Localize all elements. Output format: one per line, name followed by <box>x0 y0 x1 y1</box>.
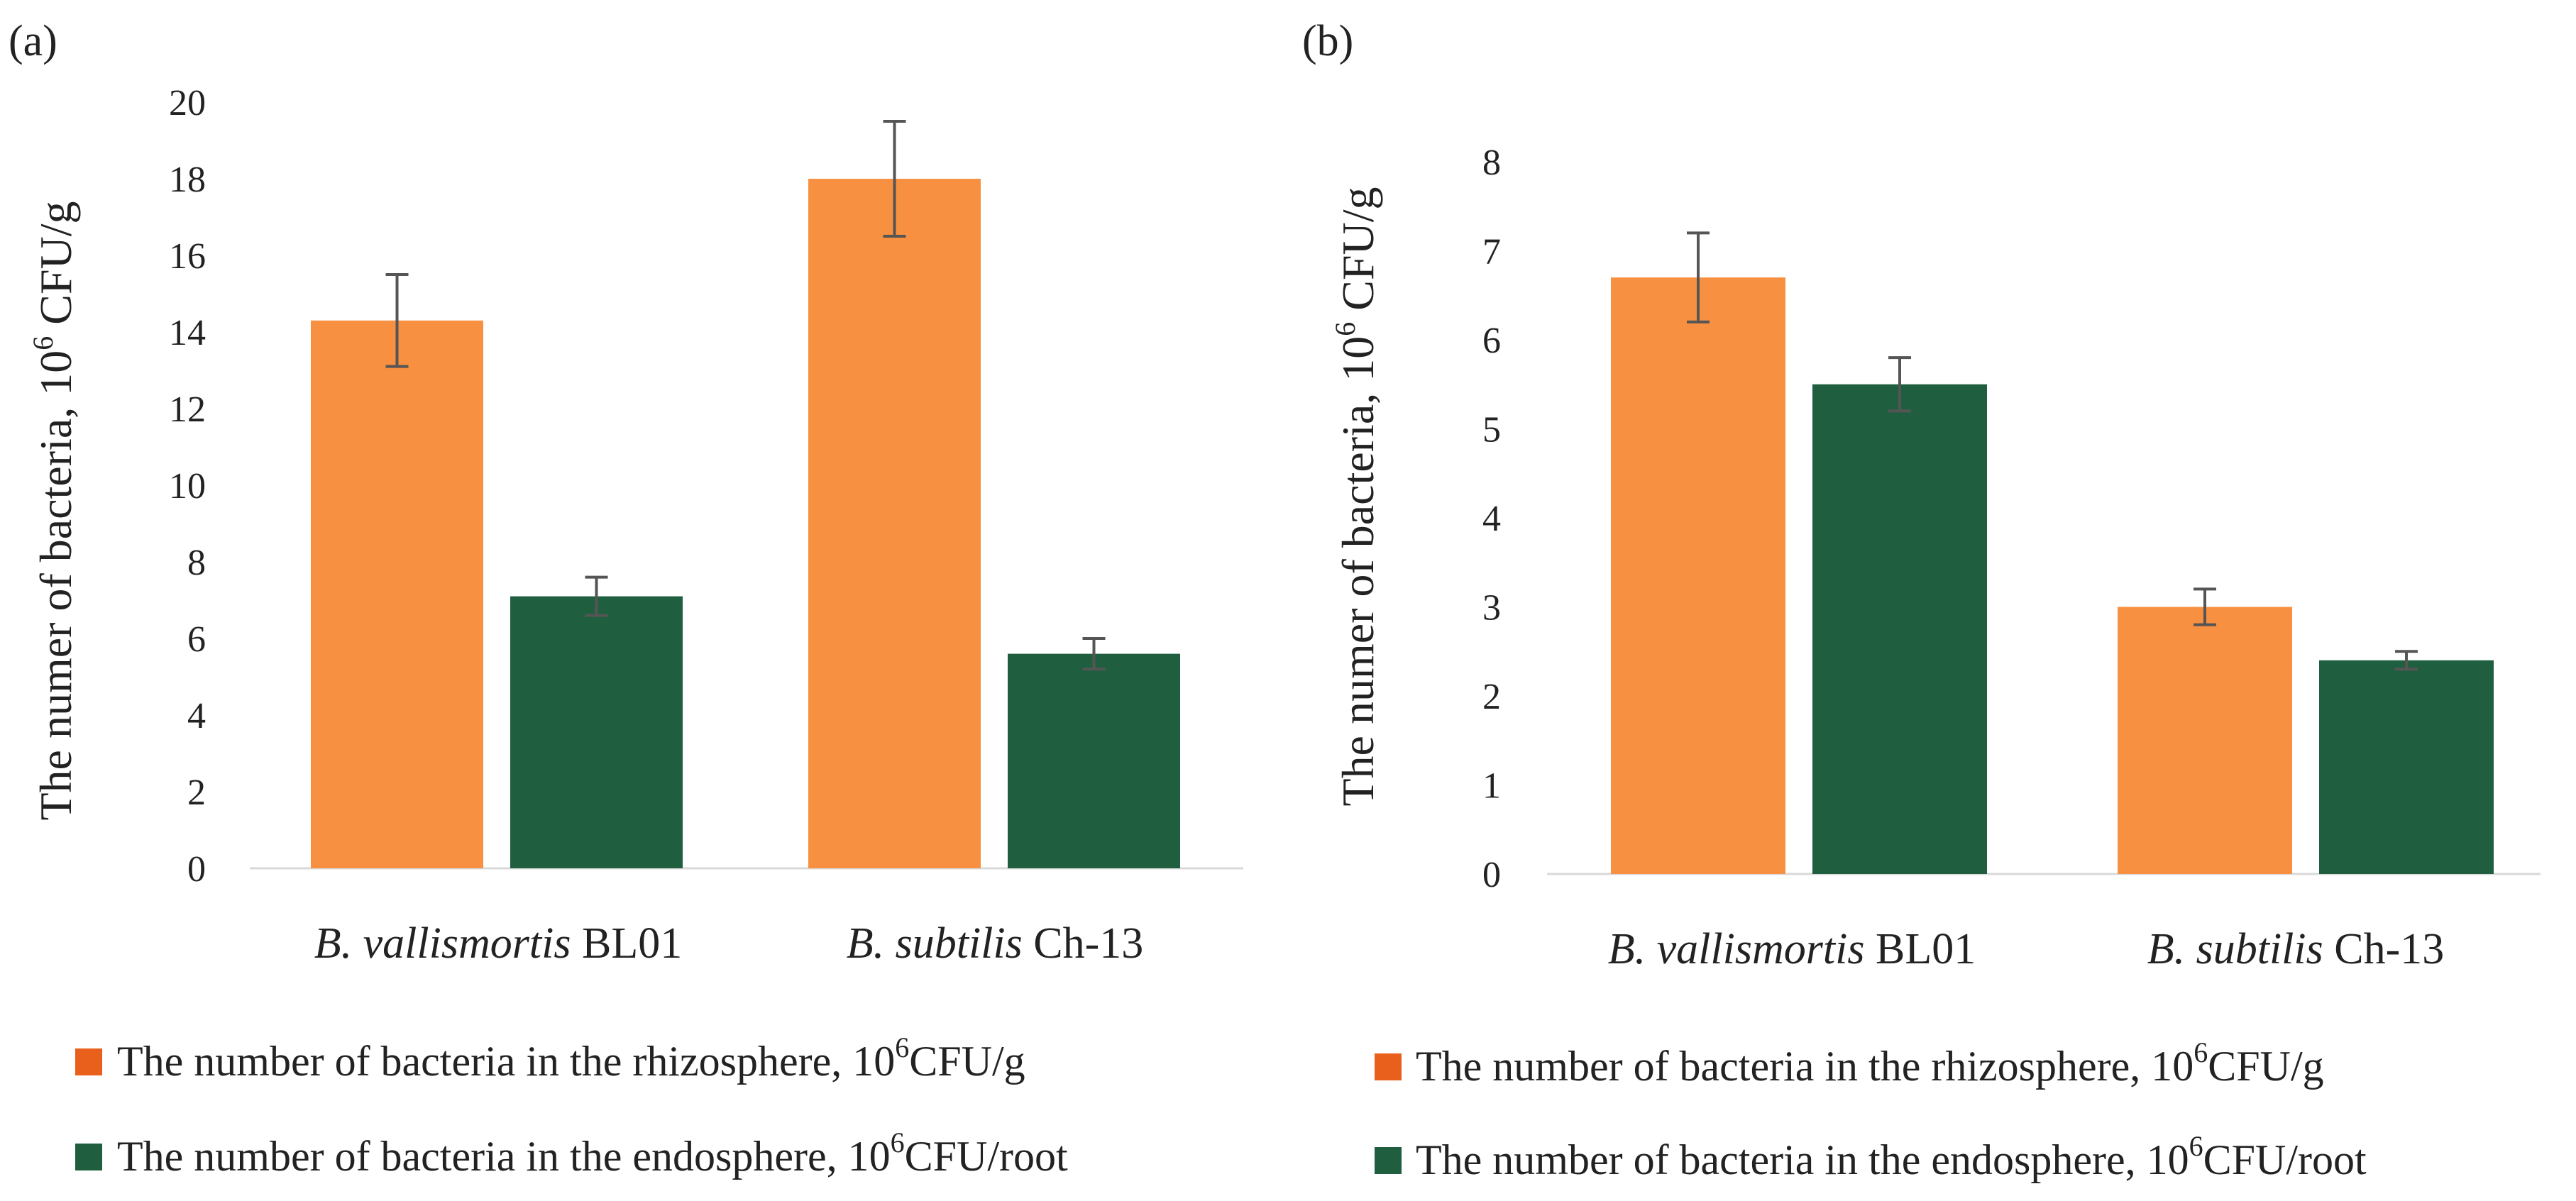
legend-exp: 6 <box>895 1031 909 1063</box>
panel-a-y-axis-title-unit: CFU/g <box>31 201 81 336</box>
legend-exp: 6 <box>2194 1036 2208 1068</box>
legend-exp: 6 <box>891 1127 905 1158</box>
panel-a-label: (a) <box>9 17 57 65</box>
panel-a-y-tick-label: 12 <box>169 389 206 430</box>
panel-b-y-tick-label: 3 <box>1482 588 1501 629</box>
legend-text: The number of bacteria in the rhizospher… <box>117 1038 895 1085</box>
panel-a-category-label: B. vallismortis BL01 <box>314 919 682 968</box>
panel-a-category-strain: BL01 <box>571 919 682 968</box>
legend-unit: CFU/root <box>905 1133 1068 1180</box>
panel-b-error-bars <box>1687 231 2418 671</box>
panel-b-label: (b) <box>1302 17 1353 65</box>
panel-a-y-tick-label: 20 <box>169 83 206 123</box>
legend-unit: CFU/root <box>2203 1136 2367 1183</box>
panel-b-y-tick-label: 7 <box>1482 232 1501 272</box>
legend-exp: 6 <box>2189 1130 2203 1162</box>
legend-unit: CFU/g <box>2208 1043 2323 1090</box>
panel-b-y-tick-label: 2 <box>1482 677 1501 717</box>
panel-b-category-strain: BL01 <box>1864 925 1976 973</box>
panel-b-category-species: B. vallismortis <box>1608 925 1865 973</box>
panel-b-y-axis-title-exp: 6 <box>1329 322 1361 336</box>
panel-a-y-tick-label: 6 <box>187 619 206 660</box>
panel-b-y-ticks: 0 1 2 3 4 5 6 7 8 <box>1482 143 1501 895</box>
panel-b-bar-endosphere <box>1812 384 1987 874</box>
panel-b-category-label: B. subtilis Ch-13 <box>2147 925 2445 973</box>
panel-a-bar-rhizosphere <box>808 179 981 868</box>
panel-b-legend-swatch-rhizosphere <box>1375 1053 1402 1080</box>
panel-b-y-tick-label: 0 <box>1482 855 1501 895</box>
panel-a-y-tick-label: 8 <box>187 543 206 583</box>
panel-b-y-tick-label: 1 <box>1482 766 1501 807</box>
panel-b-y-axis-title: The numer of bacteria, 106 CFU/g <box>1329 187 1383 806</box>
panel-a-category-species: B. vallismortis <box>314 919 571 968</box>
panel-b-legend-swatch-endosphere <box>1375 1147 1402 1174</box>
panel-b-category-species: B. subtilis <box>2147 925 2323 973</box>
panel-a-legend-swatch-endosphere <box>75 1144 102 1170</box>
panel-b: (b) The numer of bacteria, 106 CFU/g 012… <box>1302 17 2541 1183</box>
panel-a-y-tick-label: 0 <box>187 849 206 890</box>
panel-a-y-tick-label: 4 <box>187 696 206 736</box>
panel-b-y-axis-title-unit: CFU/g <box>1333 187 1383 321</box>
panel-a-y-axis-title-exp: 6 <box>27 336 59 350</box>
legend-unit: CFU/g <box>909 1038 1025 1085</box>
panel-a-bars <box>311 179 1180 868</box>
panel-b-y-tick-label: 4 <box>1482 499 1501 539</box>
panel-b-y-tick-label: 8 <box>1482 143 1501 183</box>
panel-b-category-strain: Ch-13 <box>2323 925 2445 973</box>
panel-a-bar-endosphere <box>510 596 683 868</box>
panel-a-category-species: B. subtilis <box>847 919 1023 968</box>
panel-b-bars <box>1611 277 2494 874</box>
panel-b-bar-endosphere <box>2319 660 2494 874</box>
panel-a-y-axis-title-main: The numer of bacteria, 10 <box>31 350 81 821</box>
panel-a-y-axis-title: The numer of bacteria, 106 CFU/g <box>27 201 81 820</box>
legend-text: The number of bacteria in the endosphere… <box>1416 1136 2189 1183</box>
panel-b-category-label: B. vallismortis BL01 <box>1608 925 1976 973</box>
panel-a-bar-endosphere <box>1008 653 1180 868</box>
panel-a-y-tick-label: 10 <box>169 466 206 507</box>
panel-a-legend-swatch-rhizosphere <box>75 1048 102 1075</box>
panel-a: (a) The numer of bacteria, 106 CFU/g 024… <box>9 17 1243 1180</box>
panel-a-y-tick-label: 18 <box>169 160 206 200</box>
panel-a-category-label: B. subtilis Ch-13 <box>847 919 1144 968</box>
legend-text: The number of bacteria in the endosphere… <box>117 1133 891 1180</box>
panel-a-legend-endosphere: The number of bacteria in the endosphere… <box>117 1127 1068 1180</box>
panel-a-error-bars <box>385 120 1106 671</box>
panel-b-y-tick-label: 6 <box>1482 321 1501 361</box>
panel-b-bar-rhizosphere <box>1611 277 1785 874</box>
panel-a-legend-rhizosphere: The number of bacteria in the rhizospher… <box>117 1031 1025 1085</box>
panel-a-category-strain: Ch-13 <box>1023 919 1144 968</box>
panel-b-legend-rhizosphere: The number of bacteria in the rhizospher… <box>1416 1036 2324 1090</box>
panel-a-y-tick-label: 16 <box>169 236 206 277</box>
panel-a-bar-rhizosphere <box>311 320 483 868</box>
panel-b-y-axis-title-main: The numer of bacteria, 10 <box>1333 336 1383 807</box>
panel-b-y-tick-label: 5 <box>1482 410 1501 450</box>
panel-b-bar-rhizosphere <box>2118 607 2292 874</box>
panel-a-y-tick-label: 14 <box>169 313 206 353</box>
panel-b-legend-endosphere: The number of bacteria in the endosphere… <box>1416 1130 2367 1183</box>
panel-a-y-ticks: 0 2 4 6 8 10 12 14 16 18 20 <box>169 83 206 890</box>
panel-a-y-tick-label: 2 <box>187 773 206 813</box>
legend-text: The number of bacteria in the rhizospher… <box>1416 1043 2194 1090</box>
